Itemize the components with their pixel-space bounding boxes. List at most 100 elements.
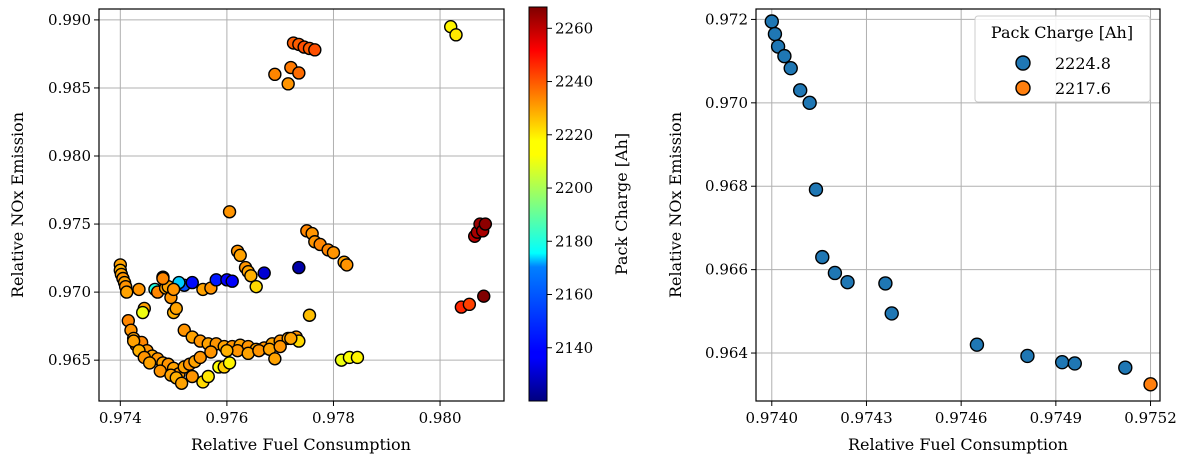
- left-scatter-point: [222, 205, 237, 219]
- legend-marker-series-1: [1015, 55, 1031, 71]
- right-scatter-point: [792, 83, 808, 98]
- left-y-ticks: 0.965 0.970 0.975 0.980 0.985 0.990: [48, 11, 99, 369]
- right-scatter-point: [767, 26, 783, 42]
- left-y-axis-label: Relative NOx Emission: [8, 112, 27, 298]
- left-scatter-point: [222, 356, 237, 370]
- colorbar-tick-label: 2200: [555, 179, 593, 197]
- left-scatter-point: [225, 274, 239, 288]
- right-scatter-point: [777, 48, 792, 64]
- left-plot-frame: [98, 8, 505, 402]
- right-y-tick-label: 0.970: [705, 94, 748, 112]
- right-scatter-points: [764, 14, 1158, 392]
- left-scatter-point: [204, 345, 218, 359]
- right-scatter-point: [827, 265, 843, 281]
- left-scatter-point: [284, 331, 298, 346]
- left-scatter-point: [302, 308, 317, 322]
- colorbar: 2140 2160 2180 2200 2220 2240 2260 Pack Charge…: [528, 6, 631, 402]
- legend-box: [974, 15, 1151, 103]
- left-scatter-point: [135, 305, 150, 320]
- colorbar-tick-label: 2260: [555, 19, 593, 37]
- left-x-ticks: 0.974 0.976 0.978 0.980: [99, 401, 462, 427]
- left-scatter-point: [273, 339, 287, 354]
- right-scatter-point: [808, 182, 824, 197]
- left-x-tick-label: 0.976: [205, 409, 248, 427]
- left-x-axis-label: Relative Fuel Consumption: [191, 435, 411, 454]
- left-scatter-point: [477, 289, 491, 303]
- left-scatter-point: [281, 77, 295, 91]
- right-y-tick-label: 0.972: [705, 10, 748, 28]
- left-scatter-point: [326, 245, 341, 260]
- right-y-ticks: 0.964 0.966 0.968 0.970 0.972: [705, 10, 756, 362]
- left-scatter-point: [257, 266, 271, 280]
- right-scatter-point: [802, 95, 817, 111]
- left-scatter-point: [249, 279, 263, 294]
- right-scatter-point: [1143, 377, 1158, 392]
- left-scatter-point: [132, 282, 146, 297]
- left-scatter-point: [185, 275, 199, 290]
- right-x-tick-label: 0.9746: [935, 409, 988, 427]
- right-scatter-point: [884, 306, 899, 321]
- colorbar-tick-label: 2220: [555, 126, 593, 144]
- right-plot-frame: [755, 8, 1161, 402]
- colorbar-tick-label: 2240: [555, 73, 593, 91]
- left-scatter-point: [156, 271, 170, 286]
- left-y-tick-label: 0.985: [48, 79, 91, 97]
- legend-entry-series-2: 2217.6: [1055, 79, 1111, 98]
- left-scatter-point: [169, 301, 183, 316]
- left-y-tick-label: 0.990: [48, 11, 91, 29]
- right-scatter-point: [764, 14, 779, 29]
- legend-entry-series-1: 2224.8: [1055, 54, 1111, 73]
- colorbar-ticks: 2140 2160 2180 2200 2220 2240 2260: [547, 19, 593, 357]
- colorbar-label: Pack Charge [Ah]: [612, 133, 631, 275]
- right-x-tick-label: 0.9752: [1124, 409, 1177, 427]
- right-scatter-point: [783, 61, 798, 76]
- left-scatter-point: [340, 258, 354, 272]
- right-scatter-point: [1054, 355, 1070, 370]
- left-scatter-point: [478, 217, 493, 231]
- left-scatter-point: [308, 43, 322, 57]
- right-y-tick-label: 0.964: [705, 344, 748, 362]
- colorbar-tick-label: 2140: [555, 339, 593, 357]
- right-scatter-point: [1118, 360, 1133, 375]
- left-x-tick-label: 0.978: [312, 409, 355, 427]
- colorbar-tick-label: 2160: [555, 286, 593, 304]
- left-scatter-point: [166, 282, 181, 297]
- left-scatter-point: [233, 248, 247, 263]
- left-y-tick-label: 0.970: [48, 283, 91, 301]
- right-scatter-point: [878, 276, 893, 291]
- left-scatter-point: [462, 297, 477, 312]
- colorbar-tick-label: 2180: [555, 232, 593, 250]
- left-scatter-point: [201, 369, 215, 384]
- right-scatter-point: [1020, 348, 1035, 364]
- left-scatter-chart: 0.974 0.976 0.978 0.980 0.965 0.970 0.975 0.98…: [8, 8, 505, 454]
- right-scatter-point: [815, 249, 830, 265]
- right-x-tick-label: 0.9743: [840, 409, 893, 427]
- left-scatter-point: [193, 350, 207, 365]
- right-x-tick-label: 0.9749: [1030, 409, 1083, 427]
- left-scatter-point: [292, 66, 306, 80]
- left-scatter-point: [350, 350, 365, 365]
- right-y-axis-label: Relative NOx Emission: [666, 112, 685, 298]
- right-scatter-point: [969, 337, 985, 352]
- right-y-tick-label: 0.966: [705, 261, 748, 279]
- right-y-tick-label: 0.968: [705, 177, 748, 195]
- left-scatter-point: [268, 67, 282, 82]
- right-x-ticks: 0.9740 0.9743 0.9746 0.9749 0.9752: [746, 401, 1177, 427]
- legend-title: Pack Charge [Ah]: [991, 23, 1133, 42]
- legend: Pack Charge [Ah] 2224.8 2217.6: [974, 15, 1151, 103]
- left-scatter-point: [120, 285, 134, 299]
- right-x-tick-label: 0.9740: [746, 409, 799, 427]
- left-x-tick-label: 0.980: [419, 409, 462, 427]
- left-y-tick-label: 0.975: [48, 215, 91, 233]
- left-scatter-point: [268, 352, 282, 366]
- left-y-tick-label: 0.965: [48, 351, 91, 369]
- left-scatter-point: [220, 343, 234, 358]
- left-scatter-point: [292, 260, 306, 275]
- right-x-axis-label: Relative Fuel Consumption: [848, 435, 1068, 454]
- left-y-tick-label: 0.980: [48, 147, 91, 165]
- left-scatter-point: [142, 356, 157, 370]
- right-scatter-chart: 0.9740 0.9743 0.9746 0.9749 0.9752 0.9640.96…: [666, 8, 1177, 454]
- right-scatter-point: [1067, 356, 1082, 371]
- legend-marker-series-2: [1015, 80, 1031, 96]
